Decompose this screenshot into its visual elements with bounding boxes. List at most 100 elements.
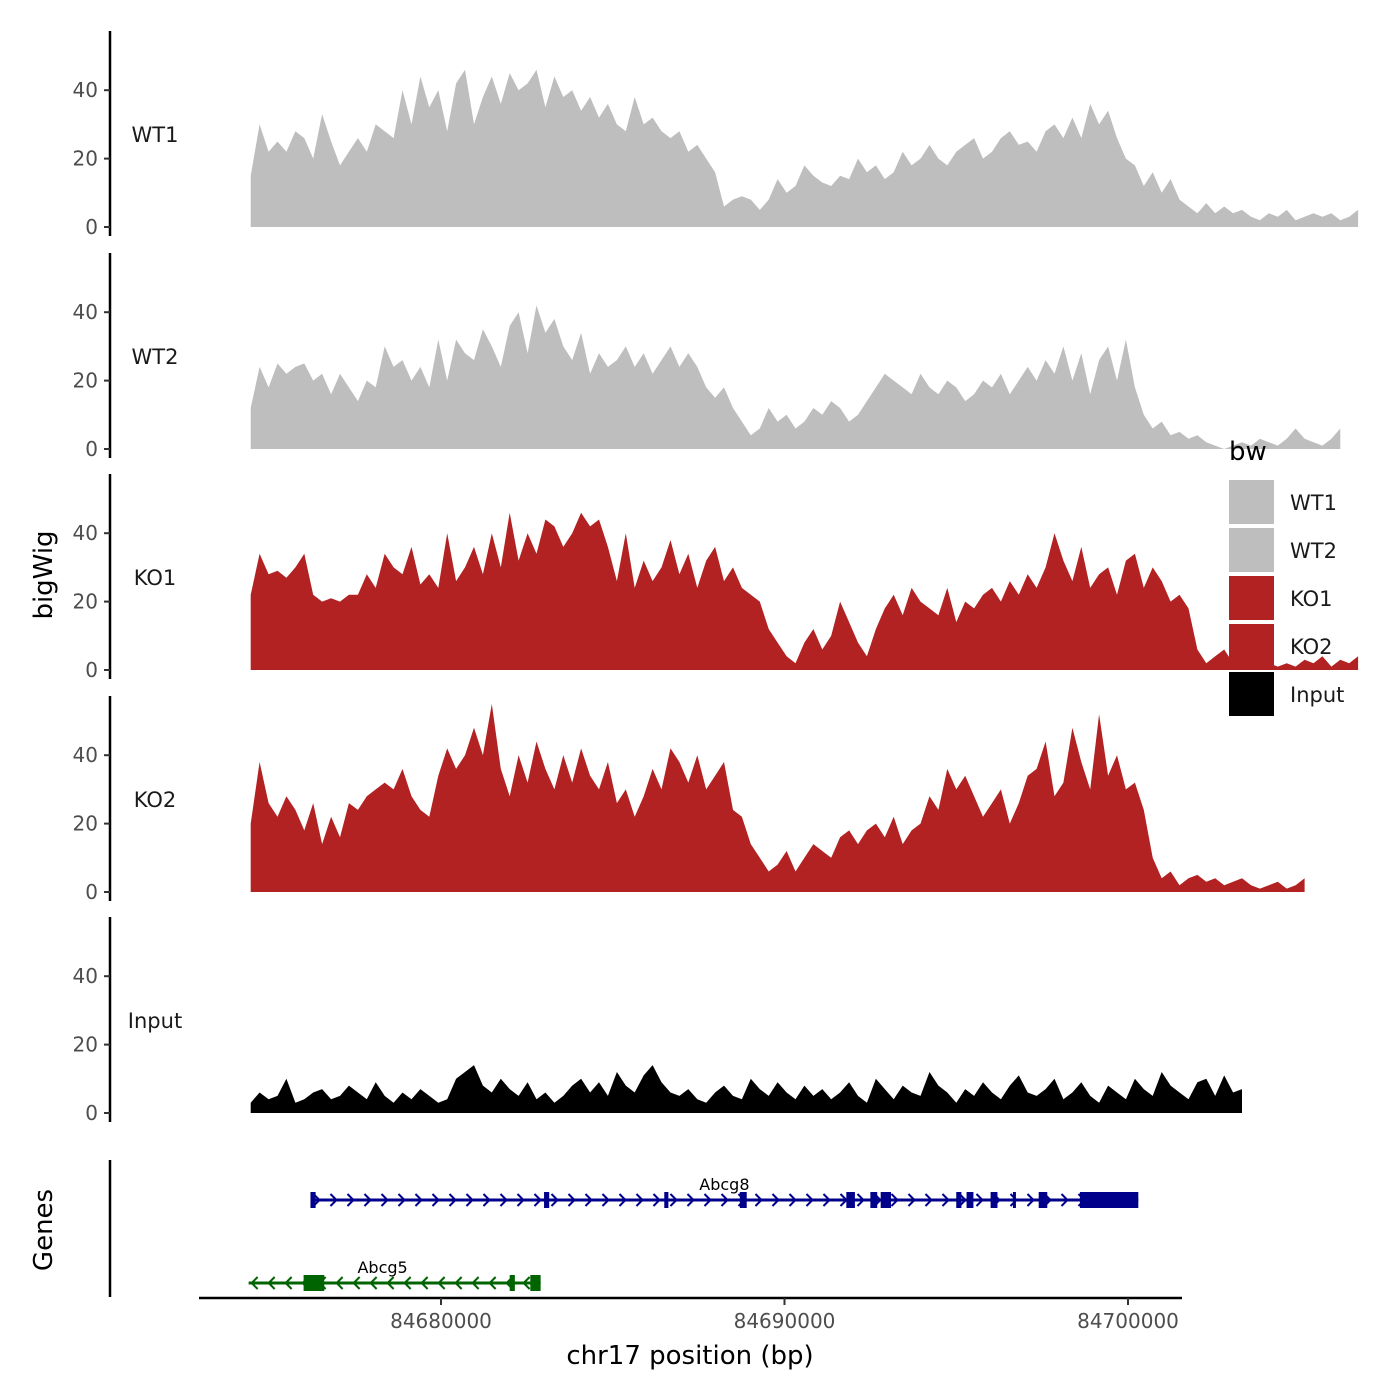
track-label: WT2 bbox=[132, 345, 179, 369]
strand-arrow bbox=[856, 1193, 865, 1207]
genes-panel: Abcg8 Abcg5 bbox=[108, 1160, 1139, 1297]
strand-arrow bbox=[1009, 1193, 1018, 1207]
exon bbox=[966, 1192, 974, 1208]
strand-arrow bbox=[397, 1193, 406, 1207]
exon bbox=[739, 1192, 747, 1208]
x-tick-label: 84680000 bbox=[390, 1309, 492, 1333]
y-tick-label: 0 bbox=[85, 437, 98, 461]
legend-swatch bbox=[1229, 672, 1274, 716]
strand-arrow bbox=[601, 1193, 610, 1207]
area-ko2 bbox=[250, 703, 1305, 892]
y-axis-title: bigWig bbox=[29, 530, 59, 619]
y-tick-label: 20 bbox=[73, 147, 98, 171]
exon bbox=[530, 1275, 541, 1291]
gene-abcg8: Abcg8 bbox=[310, 1175, 1139, 1208]
strand-arrow bbox=[414, 1193, 423, 1207]
strand-arrow bbox=[488, 1276, 497, 1290]
strand-arrow bbox=[550, 1193, 559, 1207]
y-tick-label: 0 bbox=[85, 658, 98, 682]
strand-arrow bbox=[941, 1193, 950, 1207]
strand-arrow bbox=[720, 1193, 729, 1207]
track-wt1: 0 20 40 WT1 bbox=[73, 31, 1359, 239]
strand-arrow bbox=[516, 1193, 525, 1207]
strand-arrow bbox=[635, 1193, 644, 1207]
area-ko1 bbox=[250, 512, 1359, 670]
legend-label: WT1 bbox=[1290, 491, 1337, 515]
exon bbox=[990, 1192, 998, 1208]
exon bbox=[544, 1192, 550, 1208]
legend-swatch bbox=[1229, 576, 1274, 620]
strand-arrow bbox=[403, 1276, 412, 1290]
exon bbox=[303, 1275, 325, 1291]
strand-arrow bbox=[329, 1193, 338, 1207]
strand-arrow bbox=[380, 1193, 389, 1207]
strand-arrow bbox=[369, 1276, 378, 1290]
legend: bw WT1 WT2 KO1 KO2 Input bbox=[1229, 437, 1344, 716]
strand-arrow bbox=[533, 1193, 542, 1207]
track-label: Input bbox=[128, 1009, 182, 1033]
strand-arrow bbox=[567, 1193, 576, 1207]
genes-axis-title: Genes bbox=[29, 1189, 59, 1271]
y-tick-label: 20 bbox=[73, 812, 98, 836]
legend-label: KO2 bbox=[1290, 635, 1333, 659]
strand-arrow bbox=[686, 1193, 695, 1207]
strand-arrow bbox=[499, 1193, 508, 1207]
exon bbox=[1012, 1192, 1016, 1208]
y-tick-label: 40 bbox=[73, 743, 98, 767]
exon bbox=[956, 1192, 962, 1208]
x-tick-label: 84690000 bbox=[734, 1309, 836, 1333]
strand-arrow bbox=[1060, 1193, 1069, 1207]
y-tick-label: 0 bbox=[85, 215, 98, 239]
y-tick-label: 40 bbox=[73, 78, 98, 102]
strand-arrow bbox=[669, 1193, 678, 1207]
legend-title: bw bbox=[1229, 437, 1267, 467]
strand-arrow bbox=[482, 1193, 491, 1207]
strand-arrow bbox=[267, 1276, 276, 1290]
strand-arrow bbox=[584, 1193, 593, 1207]
y-tick-label: 20 bbox=[73, 369, 98, 393]
strand-arrow bbox=[522, 1276, 531, 1290]
legend-swatch bbox=[1229, 480, 1274, 524]
strand-arrow bbox=[788, 1193, 797, 1207]
strand-arrow bbox=[822, 1193, 831, 1207]
strand-arrow bbox=[471, 1276, 480, 1290]
strand-arrow bbox=[346, 1193, 355, 1207]
legend-label: KO1 bbox=[1290, 587, 1333, 611]
strand-arrow bbox=[335, 1276, 344, 1290]
legend-swatch bbox=[1229, 624, 1274, 668]
strand-arrow bbox=[958, 1193, 967, 1207]
legend-swatch bbox=[1229, 528, 1274, 572]
y-tick-label: 20 bbox=[73, 590, 98, 614]
track-label: WT1 bbox=[132, 123, 179, 147]
exon bbox=[1038, 1192, 1048, 1208]
track-input: 0 20 40 Input bbox=[73, 917, 1242, 1125]
strand-arrow bbox=[386, 1276, 395, 1290]
strand-arrow bbox=[703, 1193, 712, 1207]
track-label: KO2 bbox=[134, 788, 177, 812]
strand-arrow bbox=[363, 1193, 372, 1207]
signal-tracks: 0 20 40 WT1 0 20 40 WT2 0 20 40 KO1 0 20 40 KO2 0 20 40 Inp… bbox=[73, 31, 1359, 1125]
exon bbox=[1079, 1192, 1139, 1208]
exon bbox=[310, 1192, 316, 1208]
strand-arrow bbox=[805, 1193, 814, 1207]
strand-arrow bbox=[448, 1193, 457, 1207]
legend-label: Input bbox=[1290, 683, 1344, 707]
x-tick-label: 84700000 bbox=[1077, 1309, 1179, 1333]
y-tick-label: 40 bbox=[73, 300, 98, 324]
y-tick-label: 40 bbox=[73, 964, 98, 988]
y-tick-label: 0 bbox=[85, 880, 98, 904]
gene-label: Abcg5 bbox=[357, 1258, 407, 1277]
strand-arrow bbox=[975, 1193, 984, 1207]
strand-arrow bbox=[754, 1193, 763, 1207]
exon bbox=[664, 1192, 669, 1208]
strand-arrow bbox=[454, 1276, 463, 1290]
strand-arrow bbox=[437, 1276, 446, 1290]
gene-label: Abcg8 bbox=[699, 1175, 749, 1194]
strand-arrow bbox=[652, 1193, 661, 1207]
strand-arrow bbox=[771, 1193, 780, 1207]
exon bbox=[509, 1275, 515, 1291]
exon bbox=[870, 1192, 878, 1208]
strand-arrow bbox=[465, 1193, 474, 1207]
track-ko1: 0 20 40 KO1 bbox=[73, 474, 1359, 682]
